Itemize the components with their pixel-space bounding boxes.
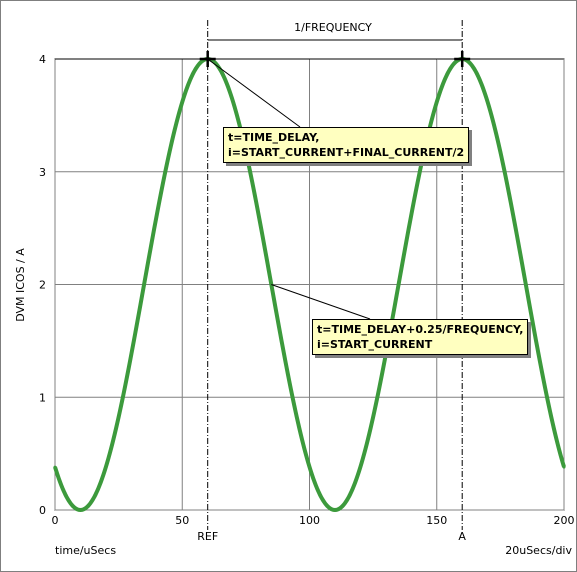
annotation-time-delay[interactable]: t=TIME_DELAY, i=START_CURRENT+FINAL_CURR… [223, 127, 470, 163]
x-tick-label: 150 [426, 514, 447, 527]
cursor-label: A [458, 530, 466, 543]
x-axis-title: time/uSecs [55, 544, 116, 557]
annotation-quarter-period[interactable]: t=TIME_DELAY+0.25/FREQUENCY, i=START_CUR… [312, 319, 529, 355]
leader-line [271, 284, 371, 320]
annotation-time-delay-line1: t=TIME_DELAY, [228, 131, 320, 144]
frequency-dimension-label: 1/FREQUENCY [294, 21, 372, 34]
data-point [397, 283, 401, 286]
y-tick-label: 0 [39, 504, 46, 517]
data-point [524, 283, 528, 286]
data-point [78, 508, 82, 512]
data-point [562, 465, 566, 469]
data-point [333, 508, 337, 512]
y-axis-title: DVM ICOS / A [14, 248, 27, 322]
data-point [142, 283, 146, 286]
scale-label: 20uSecs/div [505, 544, 572, 557]
y-tick-label: 3 [39, 166, 46, 179]
y-tick-label: 2 [39, 279, 46, 292]
x-tick-label: 0 [52, 514, 59, 527]
series-line [53, 57, 566, 512]
annotation-time-delay-line2: i=START_CURRENT+FINAL_CURRENT/2 [228, 146, 465, 159]
tick-labels: 0 50 100 150 200 0 1 2 3 4 [39, 53, 575, 527]
waveform-layer [53, 51, 566, 512]
grid [54, 58, 565, 511]
annotation-quarter-period-line1: t=TIME_DELAY+0.25/FREQUENCY, [317, 323, 524, 336]
leader-line [207, 58, 301, 128]
annotation-quarter-period-line2: i=START_CURRENT [317, 338, 433, 351]
annotation-leaders [207, 58, 371, 320]
cursor-markers[interactable]: REF A [197, 20, 466, 543]
x-tick-label: 200 [554, 514, 575, 527]
cursor-label: REF [197, 530, 218, 543]
y-tick-label: 4 [39, 53, 46, 66]
x-tick-label: 50 [175, 514, 189, 527]
data-point [53, 465, 57, 469]
x-tick-label: 100 [299, 514, 320, 527]
y-tick-label: 1 [39, 391, 46, 404]
